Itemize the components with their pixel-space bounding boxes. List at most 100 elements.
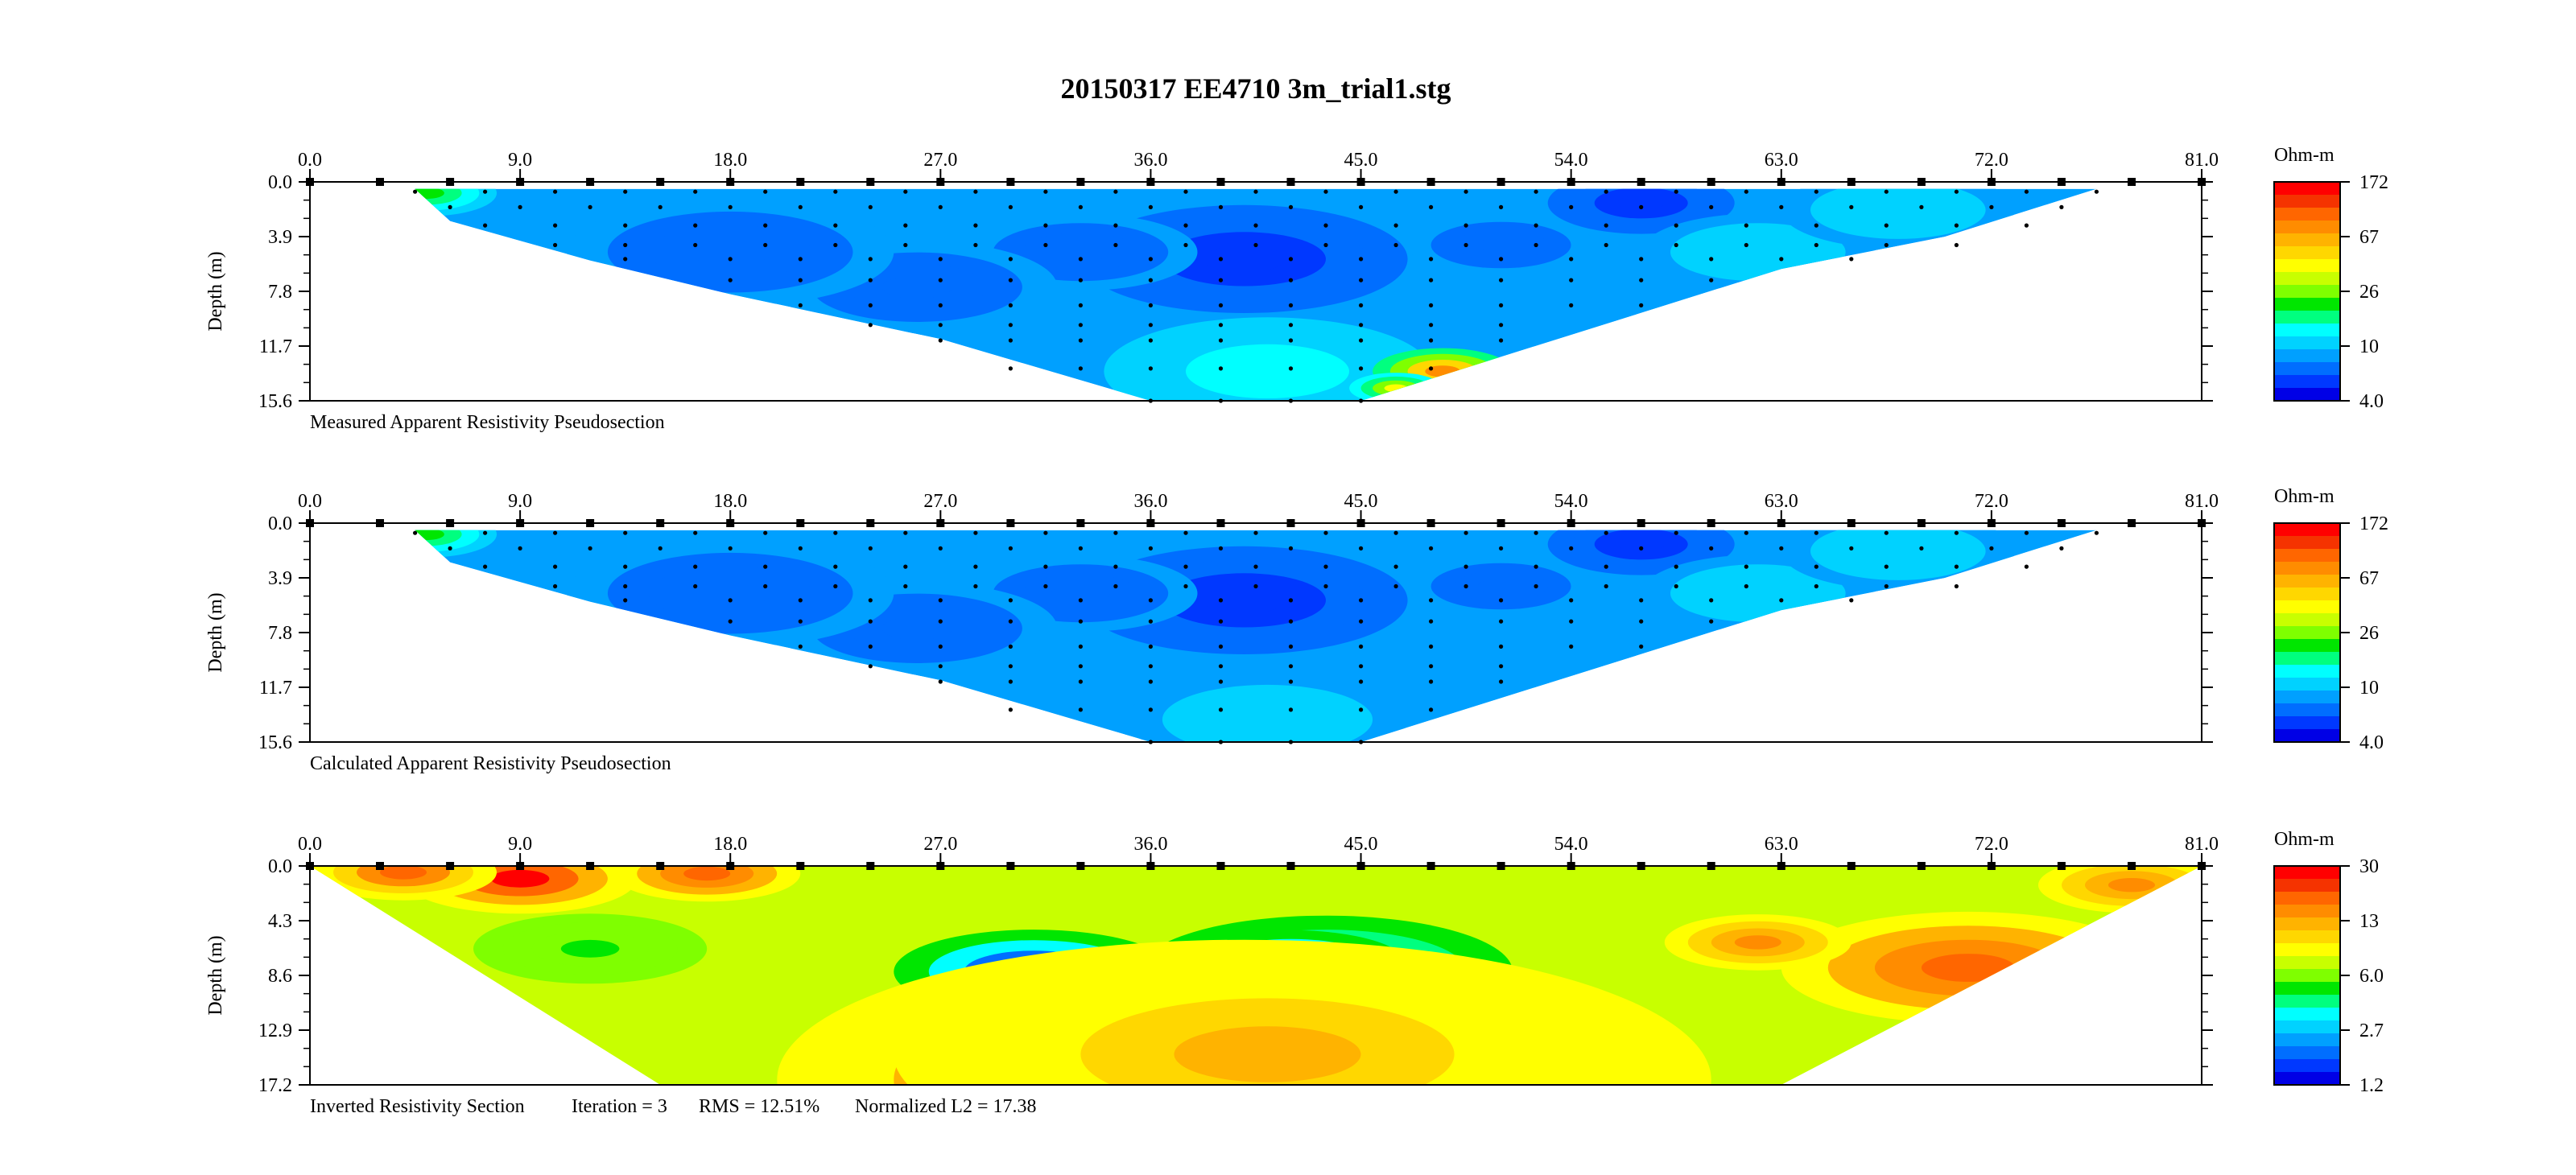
colorbar-tick-label: 30 — [2359, 856, 2379, 877]
colorbar-tick-label: 172 — [2359, 172, 2388, 193]
colorbar-swatch — [2274, 729, 2340, 743]
datum-point — [1288, 707, 1294, 712]
x-tick-label: 81.0 — [2185, 491, 2219, 512]
electrode-marker — [1707, 519, 1715, 527]
x-tick-label: 54.0 — [1554, 150, 1588, 171]
datum-point — [1429, 619, 1434, 624]
electrode-marker — [1426, 178, 1435, 186]
datum-point — [2024, 189, 2029, 194]
datum-point — [1499, 278, 1504, 282]
electrode-marker — [1847, 519, 1856, 527]
colorbar-swatch — [2274, 665, 2340, 678]
y-tick-label: 17.2 — [258, 1075, 292, 1096]
datum-point — [1183, 530, 1188, 535]
datum-point — [1288, 619, 1294, 624]
datum-point — [1954, 242, 1959, 248]
datum-point — [1148, 323, 1153, 328]
datum-point — [868, 546, 873, 551]
y-tick-label: 7.8 — [268, 282, 292, 303]
contour-band — [683, 866, 731, 881]
datum-point — [868, 257, 873, 262]
datum-point — [728, 598, 733, 603]
y-tick-label: 11.7 — [259, 336, 292, 357]
electrode-marker — [1216, 519, 1225, 527]
datum-point — [693, 223, 698, 228]
inverted-section-fill — [310, 866, 2202, 1085]
electrode-marker — [1426, 862, 1435, 870]
datum-point — [1359, 323, 1364, 328]
colorbar-swatch — [2274, 982, 2340, 996]
datum-point — [2024, 530, 2029, 535]
datum-point — [1148, 257, 1153, 262]
chart-title: 20150317 EE4710 3m_trial1.stg — [1061, 72, 1451, 105]
electrode-marker — [1286, 519, 1295, 527]
datum-point — [1359, 278, 1364, 282]
datum-point — [763, 530, 768, 535]
datum-point — [798, 619, 803, 624]
x-tick-label: 0.0 — [298, 491, 322, 512]
datum-point — [1323, 223, 1328, 228]
datum-point — [1288, 598, 1294, 603]
datum-point — [728, 257, 733, 262]
datum-point — [1849, 546, 1854, 551]
datum-point — [1674, 564, 1678, 569]
datum-point — [1078, 303, 1083, 307]
contour-band — [1477, 578, 1525, 595]
datum-point — [1078, 323, 1083, 328]
electrode-marker — [1286, 178, 1295, 186]
colorbar-swatch — [2274, 1046, 2340, 1060]
datum-point — [1113, 583, 1118, 589]
y-tick-label: 11.7 — [259, 678, 292, 699]
datum-point — [1393, 583, 1398, 589]
datum-point — [553, 564, 558, 569]
datum-point — [1288, 278, 1294, 282]
datum-point — [1008, 679, 1013, 684]
electrode-marker — [1917, 178, 1926, 186]
datum-point — [1078, 679, 1083, 684]
datum-point — [1218, 366, 1224, 371]
datum-point — [1288, 338, 1294, 343]
x-tick-label: 9.0 — [508, 834, 532, 855]
datum-point — [1008, 204, 1013, 209]
datum-point — [1989, 204, 1994, 209]
datum-point — [868, 323, 873, 328]
datum-point — [1463, 583, 1468, 589]
datum-point — [1814, 223, 1818, 228]
x-tick-label: 45.0 — [1344, 834, 1378, 855]
x-tick-label: 72.0 — [1975, 491, 2008, 512]
datum-point — [1288, 644, 1294, 649]
colorbar-swatch — [2274, 652, 2340, 666]
datum-point — [1113, 223, 1118, 228]
datum-point — [1429, 679, 1434, 684]
datum-point — [1429, 598, 1434, 603]
datum-point — [1043, 189, 1048, 194]
inverted-colorbar: 30 13 6.0 2.7 1.2 Ohm-m — [2273, 829, 2384, 1096]
colorbar-swatch — [2274, 311, 2340, 324]
electrode-marker — [1637, 178, 1645, 186]
datum-point — [1779, 204, 1784, 209]
measured-colorbar: 172 67 26 10 4.0 Ohm-m — [2273, 145, 2388, 412]
datum-point — [413, 530, 418, 535]
contour-band — [1232, 707, 1302, 732]
datum-point — [938, 679, 943, 684]
y-tick-label: 0.0 — [268, 856, 292, 877]
colorbar-swatch — [2274, 246, 2340, 260]
datum-point — [903, 530, 908, 535]
datum-point — [693, 242, 698, 248]
colorbar-tick-label: 10 — [2359, 336, 2379, 357]
datum-point — [1359, 257, 1364, 262]
electrode-marker — [1496, 178, 1505, 186]
datum-point — [938, 323, 943, 328]
datum-point — [1218, 278, 1224, 282]
datum-point — [1569, 546, 1574, 551]
contour-band — [1384, 384, 1408, 393]
colorbar-tick-label: 26 — [2359, 282, 2379, 303]
datum-point — [1674, 530, 1678, 535]
datum-point — [1534, 564, 1538, 569]
colorbar-swatch — [2274, 588, 2340, 601]
x-tick-label: 18.0 — [713, 491, 747, 512]
inversion-stat: Iteration = 3 — [572, 1096, 667, 1117]
colorbar-swatch — [2274, 549, 2340, 563]
datum-point — [1043, 242, 1048, 248]
